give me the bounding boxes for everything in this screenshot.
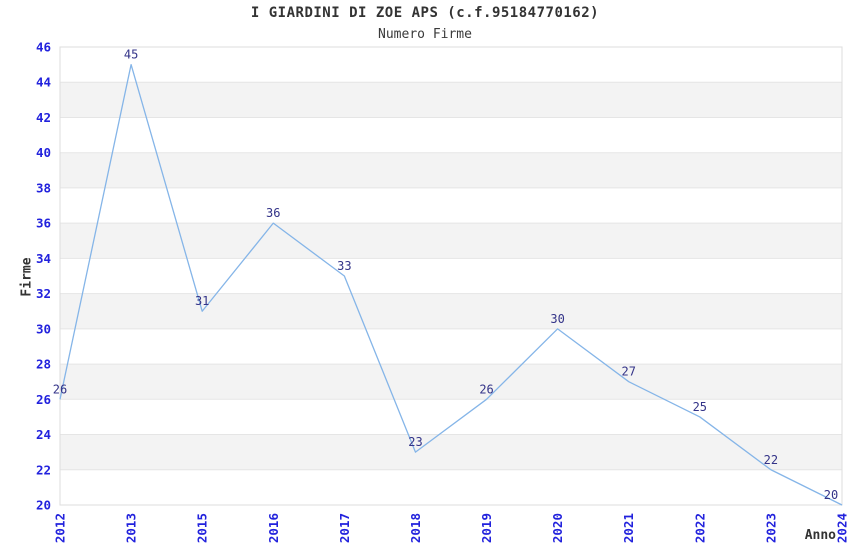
grid-band	[60, 223, 842, 259]
data-point-label: 26	[479, 382, 493, 396]
y-tick-label: 20	[36, 498, 51, 513]
data-point-label: 27	[622, 365, 636, 379]
x-tick-label: 2019	[479, 513, 494, 543]
y-tick-label: 32	[36, 286, 51, 301]
x-tick-label: 2020	[550, 513, 565, 543]
y-tick-label: 28	[36, 357, 51, 372]
grid-band	[60, 434, 842, 470]
x-tick-label: 2015	[195, 513, 210, 543]
data-point-label: 25	[693, 400, 707, 414]
y-tick-label: 34	[36, 251, 51, 266]
x-axis-label: Anno	[804, 528, 836, 543]
y-tick-label: 38	[36, 180, 51, 195]
y-tick-label: 30	[36, 321, 51, 336]
y-tick-label: 42	[36, 110, 51, 125]
grid-band	[60, 293, 842, 329]
data-point-label: 23	[408, 435, 422, 449]
x-tick-label: 2013	[124, 513, 139, 543]
grid-band	[60, 364, 842, 400]
y-tick-label: 44	[36, 75, 51, 90]
grid-band	[60, 82, 842, 118]
data-point-label: 20	[824, 488, 838, 502]
data-point-label: 22	[764, 453, 778, 467]
data-point-label: 45	[124, 48, 138, 62]
x-tick-label: 2018	[408, 513, 423, 543]
data-point-label: 26	[53, 382, 67, 396]
x-tick-label: 2024	[835, 513, 850, 543]
grid-band	[60, 152, 842, 188]
x-tick-label: 2016	[266, 513, 281, 543]
data-point-label: 31	[195, 294, 209, 308]
x-tick-label: 2022	[692, 513, 707, 543]
data-line	[59, 63, 843, 506]
x-tick-label: 2017	[337, 513, 352, 543]
chart-subtitle: Numero Firme	[378, 27, 472, 42]
y-tick-label: 46	[36, 40, 51, 55]
x-tick-label: 2023	[763, 513, 778, 543]
x-tick-label: 2012	[53, 513, 68, 543]
y-tick-label: 40	[36, 145, 51, 160]
data-point-label: 30	[550, 312, 564, 326]
x-tick-label: 2021	[621, 513, 636, 543]
y-tick-label: 26	[36, 392, 51, 407]
plot-border	[59, 46, 843, 506]
data-point-label: 33	[337, 259, 351, 273]
y-tick-label: 36	[36, 216, 51, 231]
chart-title: I GIARDINI DI ZOE APS (c.f.95184770162)	[250, 5, 600, 21]
y-tick-label: 24	[36, 427, 51, 442]
y-tick-label: 22	[36, 462, 51, 477]
data-point-label: 36	[266, 206, 280, 220]
